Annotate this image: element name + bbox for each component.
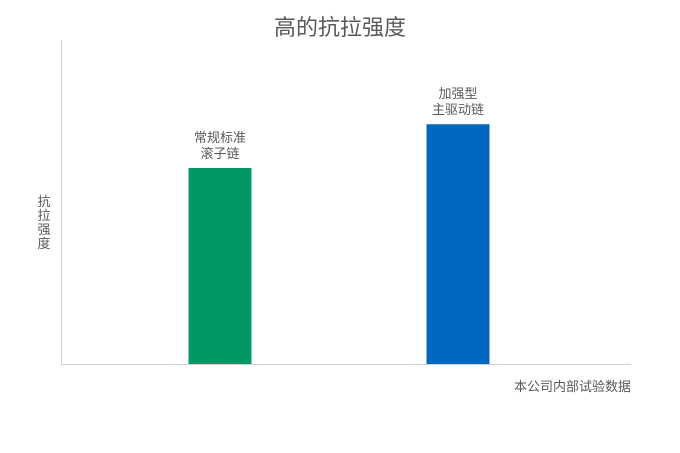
bar-label-2: 加强型主驱动链 [432,87,484,118]
source-note: 本公司内部试验数据 [513,380,631,395]
chart-title: 高的抗拉强度 [273,16,406,41]
bar-label-1: 常规标准滚子链 [194,131,246,162]
bar-2 [426,124,490,365]
y-axis-label: 抗拉强度 [37,195,51,252]
bar-1 [188,167,252,364]
